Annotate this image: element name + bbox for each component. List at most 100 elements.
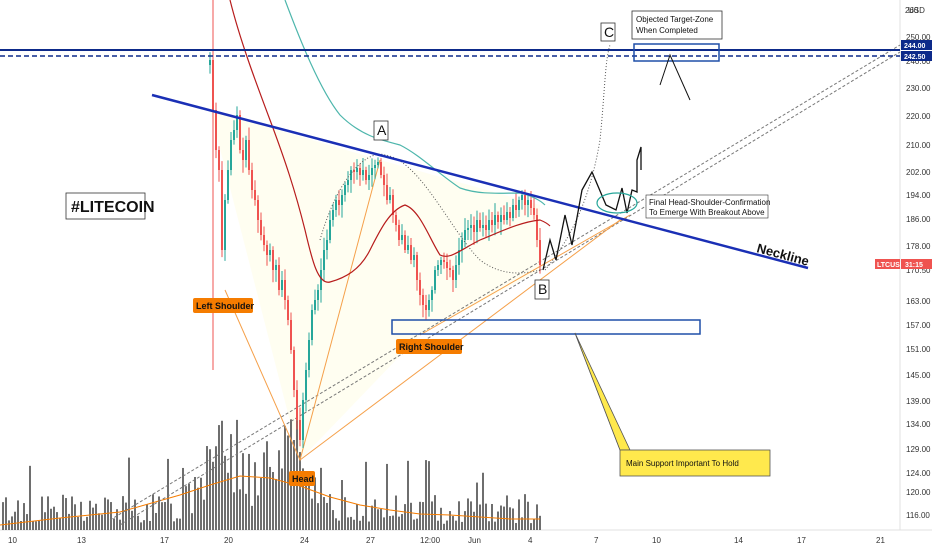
volume-bar (200, 477, 202, 530)
y-tick-label: 250.00 (906, 33, 931, 42)
volume-bar (371, 505, 373, 530)
volume-bar (158, 496, 160, 530)
time-axis[interactable]: 10 13 17 20 24 27 12:00 Jun 4 7 10 14 17 21 (8, 536, 885, 545)
candle-body (290, 320, 292, 350)
volume-bar (260, 477, 262, 530)
candle-body (284, 280, 286, 300)
volume-bar (14, 511, 16, 530)
volume-bar (536, 504, 538, 530)
volume-bar (374, 499, 376, 530)
volume-bar (152, 494, 154, 530)
candle-body (239, 115, 241, 150)
price-badge-2425-bg (901, 51, 932, 61)
candle-body (335, 200, 337, 210)
candle-body (326, 240, 328, 250)
candle-body (389, 195, 391, 200)
volume-bar (344, 497, 346, 530)
volume-bar (116, 509, 118, 530)
target-zone-label-box (631, 10, 723, 40)
candle-body (485, 225, 487, 230)
candle-body (473, 225, 475, 232)
volume-bar (176, 518, 178, 530)
candle-body (530, 200, 532, 208)
volume-bar (179, 518, 181, 530)
candle-body (410, 245, 412, 260)
price-axis[interactable]: 250.00 240.00 230.00 220.00 210.00 202.00 194.… (906, 33, 931, 520)
price-badge-2425: 242.50 (904, 54, 926, 61)
volume-bar (539, 515, 541, 530)
candle-body (527, 200, 529, 205)
volume-bar (350, 516, 352, 530)
y-tick-label: 129.00 (906, 445, 931, 454)
volume-bar (23, 503, 25, 530)
candle-body (398, 225, 400, 240)
volume-bar (320, 467, 322, 530)
candle-body (395, 215, 397, 225)
candle-body (293, 350, 295, 390)
candle-body (317, 290, 319, 300)
candle-body (518, 200, 520, 210)
symbol-badge-bg (875, 259, 900, 269)
candle-body (353, 170, 355, 172)
x-tick-label: 21 (876, 536, 885, 545)
volume-bar (428, 461, 430, 530)
volume-bar (107, 499, 109, 530)
candle-body (278, 265, 280, 290)
volume-bar (269, 466, 271, 530)
candle-body (416, 255, 418, 280)
volume-bar (347, 517, 349, 530)
candle-body (467, 228, 469, 230)
candle-body (314, 300, 316, 310)
volume-bar (527, 501, 529, 530)
candle-body (260, 220, 262, 235)
volume-bar (212, 461, 214, 530)
point-c-label: C (604, 24, 614, 40)
volume-bar (464, 511, 466, 530)
candle-body (464, 230, 466, 240)
candle-body (257, 200, 259, 220)
y-tick-label: 145.00 (906, 371, 931, 380)
volume-bar (182, 467, 184, 530)
volume-bar (470, 501, 472, 530)
candle-body (479, 220, 481, 228)
volume-bar (8, 520, 10, 530)
triangle-fill (210, 110, 540, 460)
candle-body (419, 280, 421, 295)
candle-body (254, 190, 256, 200)
volume-bar (317, 503, 319, 530)
current-price-badge: 31:15 (905, 262, 923, 269)
volume-bar (74, 504, 76, 530)
candle-body (302, 400, 304, 440)
volume-bar (254, 462, 256, 530)
volume-bar (326, 502, 328, 530)
volume-bar (98, 513, 100, 530)
volume-bar (41, 496, 43, 530)
candle-body (533, 208, 535, 215)
candle-body (218, 150, 220, 170)
neckline (151, 93, 809, 270)
candle-body (356, 168, 358, 172)
point-a-label: A (377, 122, 387, 138)
candle-body (209, 60, 211, 65)
volume-bar (227, 472, 229, 530)
volume-bar (278, 450, 280, 530)
volume-bar (146, 504, 148, 530)
volume-bar (362, 515, 364, 530)
rising-channel-line-1 (109, 44, 901, 521)
volume-bar (209, 449, 211, 530)
volume-bar (221, 420, 223, 530)
confirmation-label-1: Final Head-Shoulder-Confirmation (649, 198, 770, 207)
volume-bar (236, 419, 238, 530)
volume-bar (521, 517, 523, 530)
volume-bar (77, 516, 79, 530)
candle-body (386, 185, 388, 200)
volume-bar (425, 460, 427, 530)
candle-body (482, 225, 484, 228)
arc-b-to-c (544, 44, 611, 271)
volume-bar (134, 499, 136, 530)
volume-bar (482, 472, 484, 530)
volume-bar (341, 480, 343, 530)
y-tick-label: 134.00 (906, 420, 931, 429)
candle-body (503, 215, 505, 220)
candle-body (272, 250, 274, 270)
